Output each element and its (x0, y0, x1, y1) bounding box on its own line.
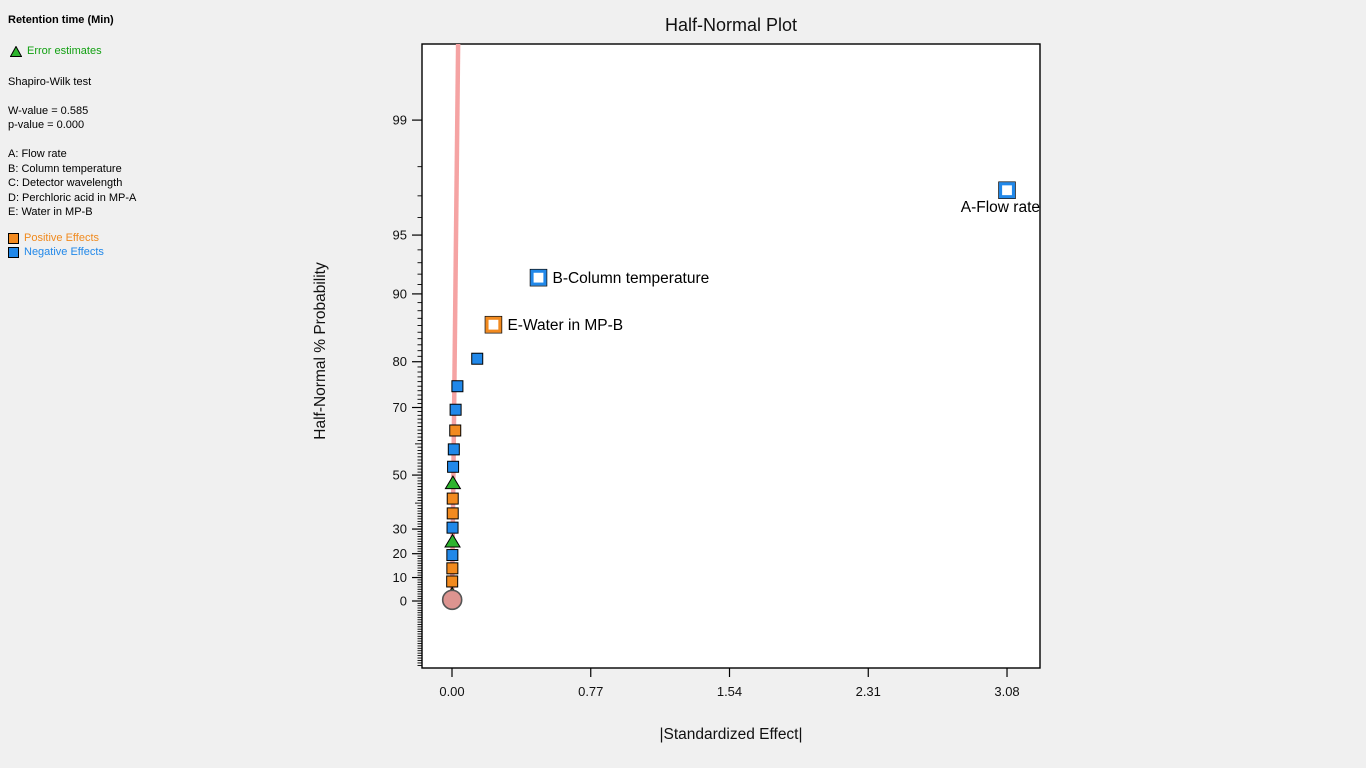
data-point-negative-b-open-square-outline (529, 268, 548, 287)
data-point-negative-square[interactable] (449, 403, 462, 416)
legend-positive-effects-label: Positive Effects (24, 232, 99, 244)
w-value: W-value = 0.585 (8, 105, 89, 117)
legend-error-estimates-label: Error estimates (27, 45, 102, 57)
factor-e-label: E: Water in MP-B (8, 206, 93, 218)
error-triangle-icon (10, 45, 22, 57)
legend-negative-effects: Negative Effects (8, 246, 104, 258)
point-label: E-Water in MP-B (507, 317, 623, 334)
factor-b-label: B: Column temperature (8, 162, 122, 175)
y-tick-label: 95 (393, 228, 407, 243)
data-point-error-triangle[interactable] (444, 533, 461, 548)
data-point-negative-square[interactable] (446, 549, 459, 562)
data-point-center-circle[interactable] (441, 589, 463, 611)
y-tick-label: 99 (393, 113, 407, 128)
data-point-negative-a-open-square[interactable] (998, 182, 1016, 199)
x-tick-label: 0.00 (439, 684, 464, 699)
factor-c-label: C: Detector wavelength (8, 177, 123, 189)
x-tick-label: 0.77 (578, 684, 603, 699)
positive-square-icon (8, 232, 19, 244)
p-value: p-value = 0.000 (8, 119, 85, 131)
data-point-negative-square[interactable] (447, 443, 460, 456)
data-point-positive-square[interactable] (446, 562, 459, 575)
y-tick-label: 70 (393, 400, 407, 415)
data-point-negative-square[interactable] (446, 521, 459, 534)
data-point-negative-a-open-square-outline (998, 181, 1016, 199)
y-axis-label: Half-Normal % Probability (312, 262, 329, 440)
x-tick-label: 3.08 (994, 684, 1019, 699)
data-point-positive-square[interactable] (446, 507, 459, 520)
y-tick-label: 0 (400, 594, 407, 609)
data-point-positive-e-open-square[interactable] (485, 316, 502, 333)
data-point-positive-e-open-square-outline (484, 315, 503, 334)
x-tick-label: 1.54 (717, 684, 742, 699)
data-point-positive-square[interactable] (449, 424, 462, 437)
data-point-negative-square[interactable] (447, 460, 460, 473)
data-point-negative-square[interactable] (451, 380, 464, 393)
y-tick-label: 50 (393, 468, 407, 483)
y-tick-label: 20 (393, 546, 407, 561)
y-tick-label: 90 (393, 286, 407, 301)
y-tick-label: 30 (393, 522, 407, 537)
legend-positive-effects: Positive Effects (8, 232, 99, 244)
negative-square-icon (8, 246, 19, 258)
point-label: B-Column temperature (552, 270, 709, 287)
chart-title: Half-Normal Plot (664, 15, 798, 35)
plot-area (421, 43, 1041, 669)
x-tick-label: 2.31 (856, 684, 881, 699)
factor-d-label: D: Perchloric acid in MP-A (8, 191, 137, 204)
shapiro-wilk-title: Shapiro-Wilk test (8, 76, 92, 88)
point-label: A-Flow rate (961, 199, 1040, 216)
factor-a-label: A: Flow rate (8, 148, 67, 160)
x-axis-label: |Standardized Effect| (659, 726, 803, 743)
data-point-positive-square[interactable] (446, 492, 459, 505)
data-point-negative-b-open-square[interactable] (530, 269, 547, 286)
y-tick-label: 80 (393, 354, 407, 369)
data-point-error-triangle[interactable] (444, 475, 462, 490)
legend-error-estimates: Error estimates (10, 45, 102, 57)
data-point-positive-square[interactable] (446, 575, 459, 588)
legend-negative-effects-label: Negative Effects (24, 246, 104, 258)
data-point-negative-square[interactable] (471, 352, 484, 365)
response-title: Retention time (Min) (8, 14, 114, 26)
y-tick-label: 10 (393, 570, 407, 585)
